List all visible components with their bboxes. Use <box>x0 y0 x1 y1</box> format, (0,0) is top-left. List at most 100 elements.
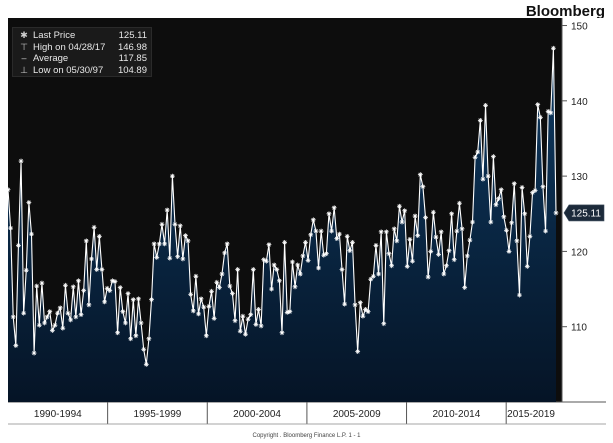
marker-stroke <box>460 226 465 231</box>
data-point-marker <box>146 336 152 342</box>
data-point-marker <box>68 317 74 323</box>
marker-stroke <box>327 211 331 216</box>
marker-stroke <box>220 272 224 276</box>
data-point-marker <box>78 312 84 318</box>
marker-stroke <box>256 307 261 312</box>
data-point-marker <box>548 110 554 116</box>
data-point-marker <box>488 219 494 225</box>
marker-stroke <box>246 317 251 322</box>
data-point-marker <box>99 267 105 272</box>
data-point-marker <box>102 299 107 305</box>
marker-stroke <box>329 229 334 234</box>
data-point-marker <box>222 250 227 256</box>
marker-stroke <box>63 283 68 288</box>
marker-stroke <box>230 291 235 296</box>
marker-stroke <box>8 226 13 231</box>
data-point-marker <box>151 241 157 247</box>
data-point-marker <box>532 188 538 193</box>
data-point-marker <box>344 233 350 239</box>
marker-stroke <box>475 150 480 154</box>
data-point-marker <box>412 213 418 219</box>
marker-stroke <box>42 320 47 325</box>
marker-stroke <box>483 103 488 108</box>
marker-stroke <box>39 281 44 285</box>
marker-stroke <box>248 312 253 317</box>
data-point-marker <box>449 211 455 217</box>
marker-stroke <box>71 284 76 289</box>
data-point-marker <box>216 285 222 290</box>
data-point-marker <box>337 231 342 237</box>
data-point-marker <box>383 229 389 235</box>
marker-stroke <box>467 238 472 243</box>
data-point-marker <box>420 184 426 190</box>
marker-stroke <box>115 330 120 335</box>
data-point-marker <box>266 242 272 248</box>
marker-stroke <box>426 275 431 279</box>
data-point-marker <box>18 158 24 164</box>
data-point-marker <box>423 215 428 220</box>
data-point-marker <box>323 251 329 257</box>
marker-stroke <box>107 288 112 293</box>
marker-stroke <box>527 234 532 239</box>
marker-stroke <box>94 267 99 272</box>
marker-stroke <box>183 233 188 238</box>
marker-stroke <box>45 314 50 319</box>
marker-stroke <box>272 263 277 267</box>
marker-stroke <box>68 317 73 322</box>
marker-stroke <box>180 256 185 261</box>
marker-stroke <box>159 222 164 227</box>
marker-stroke <box>178 223 183 228</box>
marker-stroke <box>298 272 303 276</box>
data-point-marker <box>21 310 27 316</box>
marker-stroke <box>133 333 138 338</box>
marker-stroke <box>113 279 117 284</box>
data-point-marker <box>397 203 402 209</box>
marker-stroke <box>454 229 459 234</box>
marker-stroke <box>428 249 433 254</box>
marker-stroke <box>264 259 269 264</box>
data-point-marker <box>219 271 225 277</box>
data-point-marker <box>504 227 509 233</box>
marker-stroke <box>488 220 493 225</box>
legend-label: High on 04/28/17 <box>33 41 106 53</box>
data-point-marker <box>91 224 97 230</box>
marker-stroke <box>410 259 415 264</box>
marker-stroke <box>261 257 266 262</box>
marker-stroke <box>259 323 264 328</box>
data-point-marker <box>29 231 34 237</box>
data-point-marker <box>13 343 19 348</box>
data-point-marker <box>250 267 256 272</box>
marker-stroke <box>146 336 151 341</box>
marker-stroke <box>394 238 399 243</box>
data-point-marker <box>57 305 63 311</box>
data-point-marker <box>370 273 376 279</box>
marker-stroke <box>136 296 141 301</box>
marker-stroke <box>89 256 94 261</box>
marker-stroke <box>34 284 39 289</box>
marker-stroke <box>379 229 384 234</box>
data-point-marker <box>389 263 394 269</box>
data-point-marker <box>485 173 491 179</box>
data-point-marker <box>193 273 199 279</box>
data-point-marker <box>436 252 441 257</box>
marker-stroke <box>360 314 365 319</box>
marker-stroke <box>311 217 316 222</box>
marker-stroke <box>282 240 287 245</box>
marker-stroke <box>418 172 423 177</box>
data-point-marker <box>493 202 499 208</box>
marker-stroke <box>368 277 373 282</box>
data-point-marker <box>553 210 559 216</box>
data-point-marker <box>410 258 415 264</box>
marker-stroke <box>358 300 363 305</box>
marker-stroke <box>173 222 177 227</box>
y-tick-label: 150 <box>571 22 588 33</box>
data-point-marker <box>232 318 238 324</box>
marker-stroke <box>308 232 313 237</box>
marker-stroke <box>199 296 204 301</box>
data-point-marker <box>404 264 410 269</box>
marker-stroke <box>13 343 18 348</box>
data-point-marker <box>170 173 175 179</box>
data-point-marker <box>329 228 334 234</box>
data-point-marker <box>269 286 274 292</box>
data-point-marker <box>39 280 45 286</box>
